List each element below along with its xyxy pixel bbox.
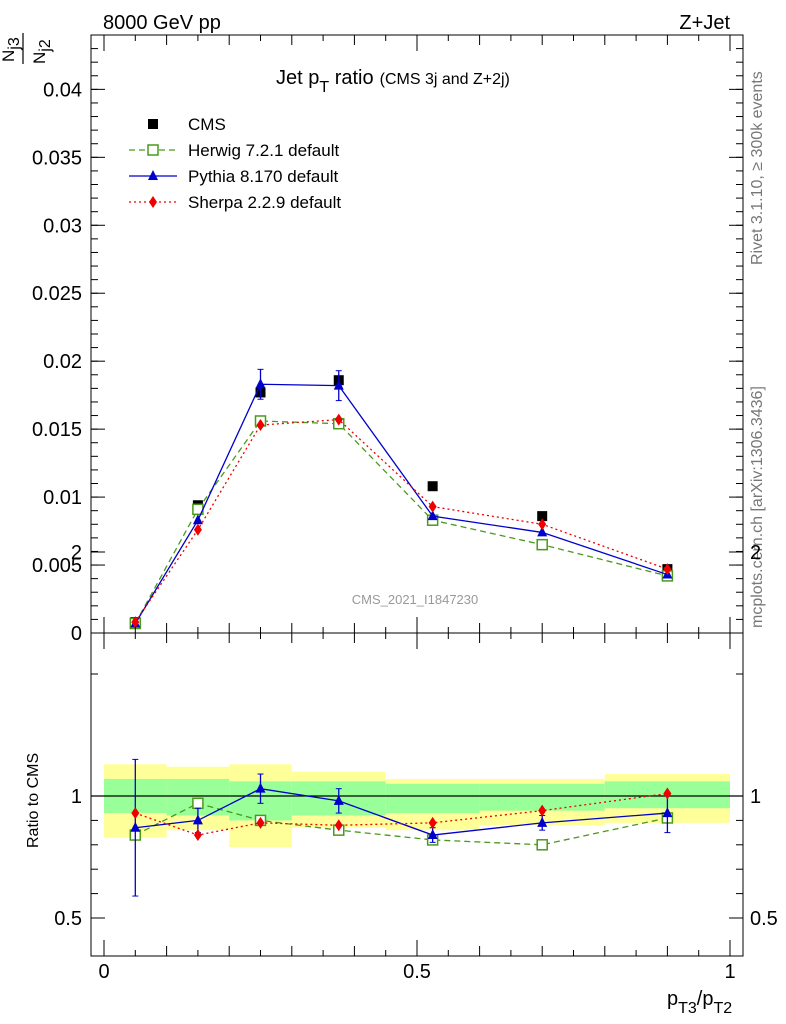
sherpa-ratio-point (256, 816, 265, 829)
pythia-point (192, 514, 203, 525)
legend-marker-pythia (148, 170, 158, 180)
legend-marker-cms (148, 119, 158, 129)
ratio-y-tick-label-right: 1 (750, 786, 761, 808)
sherpa-ratio-point (538, 804, 547, 817)
process-label: Z+Jet (679, 12, 730, 34)
energy-label: 8000 GeV pp (103, 12, 221, 34)
legend-marker-sherpa (149, 196, 157, 208)
ratio-y-tick-label: 0.5 (54, 908, 82, 930)
sherpa-point (256, 419, 265, 432)
main-y-tick-label: 0.03 (43, 215, 82, 237)
sherpa-ratio-point (428, 816, 437, 829)
legend: CMS Herwig 7.2.1 default Pythia 8.170 defa… (129, 115, 341, 212)
sherpa-ratio-point (193, 829, 202, 842)
main-series-layer (129, 368, 674, 630)
herwig-ratio-point (192, 797, 204, 810)
main-y-tick-label: 0.035 (32, 147, 82, 169)
legend-entry-pythia: Pythia 8.170 default (129, 167, 339, 186)
ratio-y-tick-label: 1 (71, 786, 82, 808)
sherpa-point (334, 413, 343, 426)
x-tick-label: 0.5 (403, 961, 431, 983)
herwig-point (536, 538, 548, 551)
main-y-tick-label: 0.04 (43, 79, 82, 101)
cms-point (427, 481, 438, 492)
sherpa-point (538, 518, 547, 531)
legend-label-cms: CMS (188, 115, 226, 134)
pythia-ratio-point (192, 814, 203, 825)
main-ticks: 0 0.005 0.01 0.015 0.02 0.025 0.03 0.035 0.04 (32, 35, 743, 645)
main-y-label: Nj3 Nj2 (0, 33, 54, 64)
pythia-ratio-point (255, 782, 266, 793)
rivet-note: Rivet 3.1.10, ≥ 300k events (749, 71, 766, 265)
main-y-tick-label: 0 (71, 623, 82, 645)
pythia-point (427, 510, 438, 521)
pythia-ratio-point (537, 816, 548, 827)
ratio-y-tick-label-right: 0.5 (750, 908, 778, 930)
legend-marker-herwig (147, 144, 159, 156)
ratio-panel: 0.5 0.5 1 1 2 2 0 0.5 1 Ratio to CMS pT3/pT2 (25, 542, 778, 1017)
main-title: Jet pT ratio (CMS 3j and Z+2j) (276, 67, 510, 96)
pythia-ratio-point (333, 794, 344, 805)
y-label-denominator: Nj2 (30, 39, 54, 64)
main-y-tick-label: 0.015 (32, 419, 82, 441)
main-y-tick-label: 0.01 (43, 487, 82, 509)
pythia-ratio-point (427, 829, 438, 840)
legend-label-sherpa: Sherpa 2.2.9 default (188, 193, 341, 212)
cms-point (537, 511, 548, 522)
sherpa-ratio-point (663, 787, 672, 800)
sherpa-point (193, 523, 202, 536)
analysis-watermark: CMS_2021_I1847230 (352, 592, 479, 607)
ratio-ticks: 0.5 0.5 1 1 2 2 0 0.5 1 (54, 542, 778, 983)
mcplots-note: mcplots.cern.ch [arXiv:1306.3436] (749, 386, 766, 628)
x-tick-label: 1 (724, 961, 735, 983)
main-panel: 0 0.005 0.01 0.015 0.02 0.025 0.03 0.035 0.04 Je… (0, 33, 744, 645)
main-y-tick-label: 0.02 (43, 351, 82, 373)
sherpa-point (663, 563, 672, 576)
legend-entry-cms: CMS (148, 115, 226, 134)
legend-entry-herwig: Herwig 7.2.1 default (129, 141, 339, 160)
main-y-tick-label: 0.025 (32, 283, 82, 305)
y-label-numerator: Nj3 (0, 37, 23, 62)
legend-entry-sherpa: Sherpa 2.2.9 default (129, 193, 341, 212)
pythia-ratio-point (662, 807, 673, 818)
legend-label-pythia: Pythia 8.170 default (188, 167, 339, 186)
pythia-line (134, 383, 668, 624)
legend-label-herwig: Herwig 7.2.1 default (188, 141, 339, 160)
sherpa-ratio-point (334, 819, 343, 832)
sherpa-ratio-point (131, 807, 140, 820)
herwig-ratio-point (536, 839, 548, 851)
ratio-y-tick-label: 2 (71, 542, 82, 564)
ratio-y-tick-label-right: 2 (750, 542, 761, 564)
pythia-ratio-point (130, 821, 141, 832)
x-axis-label: pT3/pT2 (667, 988, 732, 1017)
main-y-tick-label: 0.005 (32, 555, 82, 577)
ratio-band-1sigma (385, 783, 480, 814)
sherpa-point (428, 500, 437, 513)
ratio-series-layer (129, 758, 674, 897)
ratio-y-label: Ratio to CMS (25, 753, 42, 848)
pythia-point (537, 526, 548, 537)
x-tick-label: 0 (98, 961, 109, 983)
sherpa-point (131, 616, 140, 629)
